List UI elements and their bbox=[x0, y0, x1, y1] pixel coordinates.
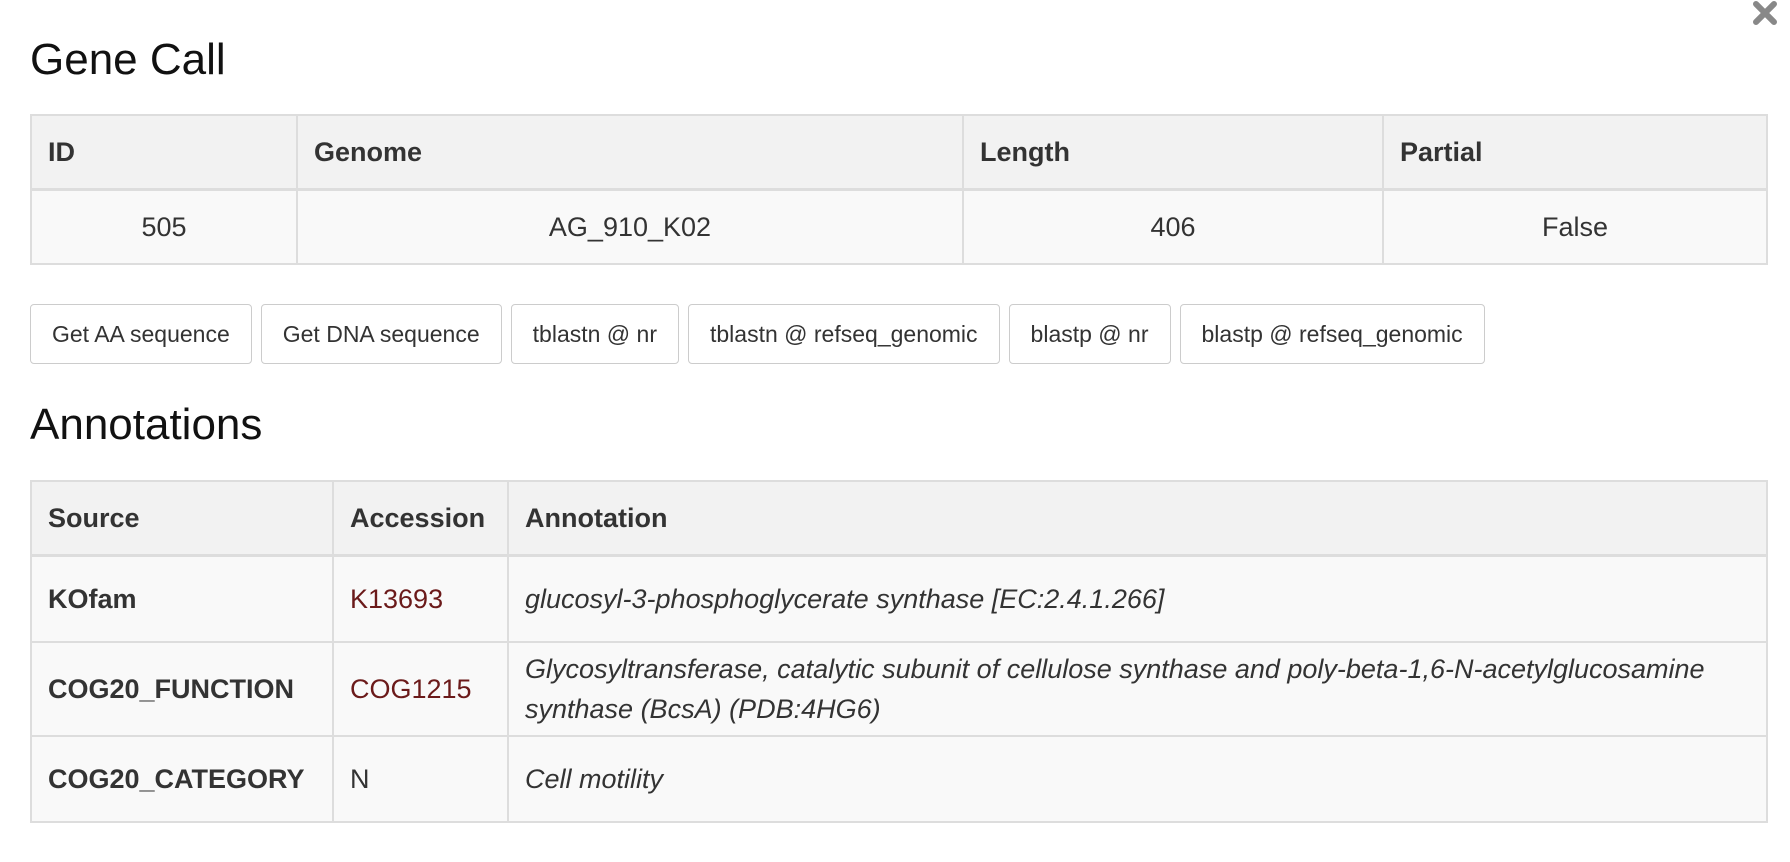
col-header-id: ID bbox=[30, 114, 298, 191]
annotation-cell: Glycosyltransferase, catalytic subunit o… bbox=[507, 641, 1768, 737]
gene-id-cell: 505 bbox=[30, 188, 298, 265]
table-row: KOfam K13693 glucosyl-3-phosphoglycerate… bbox=[30, 554, 1768, 643]
close-icon[interactable] bbox=[1752, 0, 1778, 26]
col-header-accession: Accession bbox=[332, 480, 509, 557]
tblastn-nr-button[interactable]: tblastn @ nr bbox=[510, 304, 679, 364]
annotations-table: Source Accession Annotation KOfam K13693… bbox=[30, 480, 1768, 823]
table-row: COG20_CATEGORY N Cell motility bbox=[30, 735, 1768, 823]
col-header-source: Source bbox=[30, 480, 334, 557]
length-cell: 406 bbox=[962, 188, 1384, 265]
table-row: COG20_FUNCTION COG1215 Glycosyltransfera… bbox=[30, 641, 1768, 737]
table-row: 505 AG_910_K02 406 False bbox=[30, 188, 1768, 265]
accession-cell: COG1215 bbox=[332, 641, 509, 737]
annotation-cell: glucosyl-3-phosphoglycerate synthase [EC… bbox=[507, 554, 1768, 643]
tblastn-refseq-genomic-button[interactable]: tblastn @ refseq_genomic bbox=[688, 304, 1000, 364]
accession-link[interactable]: K13693 bbox=[350, 583, 444, 614]
annotations-title: Annotations bbox=[30, 400, 263, 449]
annotation-cell: Cell motility bbox=[507, 735, 1768, 823]
accession-link[interactable]: COG1215 bbox=[350, 673, 472, 704]
blastp-refseq-genomic-button[interactable]: blastp @ refseq_genomic bbox=[1179, 304, 1485, 364]
accession-cell: N bbox=[332, 735, 509, 823]
get-aa-sequence-button[interactable]: Get AA sequence bbox=[30, 304, 252, 364]
col-header-genome: Genome bbox=[296, 114, 964, 191]
sequence-action-buttons: Get AA sequence Get DNA sequence tblastn… bbox=[30, 304, 1485, 364]
table-header-row: Source Accession Annotation bbox=[30, 480, 1768, 557]
gene-call-title: Gene Call bbox=[30, 35, 226, 84]
col-header-annotation: Annotation bbox=[507, 480, 1768, 557]
get-dna-sequence-button[interactable]: Get DNA sequence bbox=[260, 304, 502, 364]
blastp-nr-button[interactable]: blastp @ nr bbox=[1008, 304, 1171, 364]
table-header-row: ID Genome Length Partial bbox=[30, 114, 1768, 191]
genome-cell: AG_910_K02 bbox=[296, 188, 964, 265]
col-header-length: Length bbox=[962, 114, 1384, 191]
col-header-partial: Partial bbox=[1382, 114, 1768, 191]
source-cell: KOfam bbox=[30, 554, 334, 643]
accession-cell: K13693 bbox=[332, 554, 509, 643]
source-cell: COG20_CATEGORY bbox=[30, 735, 334, 823]
gene-call-table: ID Genome Length Partial 505 AG_910_K02 … bbox=[30, 114, 1768, 265]
source-cell: COG20_FUNCTION bbox=[30, 641, 334, 737]
partial-cell: False bbox=[1382, 188, 1768, 265]
